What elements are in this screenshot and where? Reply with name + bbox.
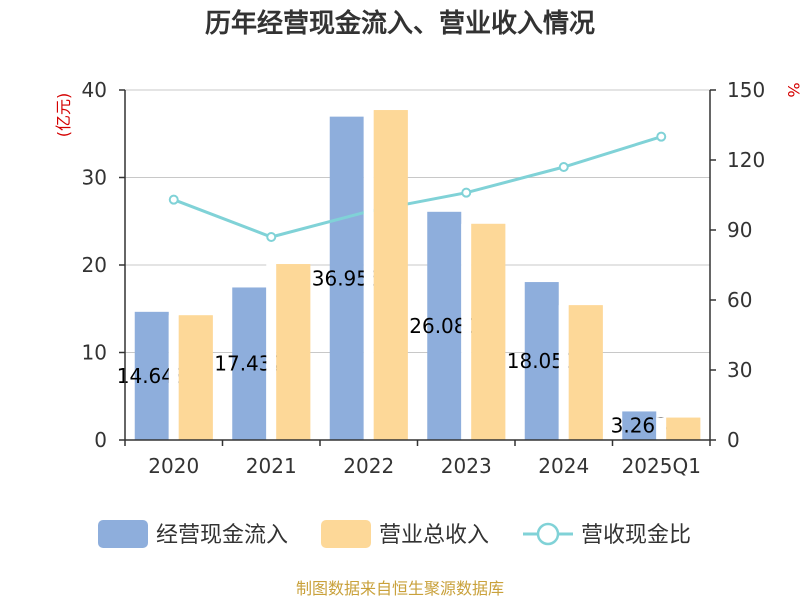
- grid-lines: [125, 89, 710, 353]
- bars: [134, 110, 701, 441]
- right-tick-label: 0: [727, 428, 740, 452]
- bar-gap-mask: [461, 223, 472, 440]
- bar-revenue: [471, 223, 506, 440]
- bar-gap-mask: [266, 264, 277, 440]
- bar-cash-inflow: [427, 211, 462, 440]
- bar-revenue: [178, 315, 213, 440]
- ratio-line: [168, 131, 667, 242]
- bar-cash-inflow: [524, 282, 559, 440]
- legend-label: 营业总收入: [379, 523, 489, 548]
- bar-gap-mask: [363, 110, 374, 440]
- bar-revenue: [568, 305, 603, 440]
- right-tick-label: 60: [727, 288, 752, 312]
- left-tick-label: 20: [82, 253, 107, 277]
- left-tick-label: 30: [82, 166, 107, 190]
- bar-cash-inflow: [232, 287, 267, 440]
- right-tick-label: 90: [727, 218, 752, 242]
- chart-title: 历年经营现金流入、营业收入情况: [205, 8, 595, 39]
- x-tick-label: 2024: [538, 454, 589, 478]
- bar-cash-inflow: [329, 116, 364, 441]
- x-tick-label: 2022: [343, 454, 394, 478]
- bar-gap-mask: [558, 305, 569, 440]
- x-tick-label: 2025Q1: [622, 454, 701, 478]
- axes: 0 10 20 30 40 0 30 60 90 120 150 2020 2021 2022 2023 20…: [82, 78, 766, 478]
- bar-revenue: [666, 417, 701, 440]
- bar-revenue: [373, 110, 408, 440]
- right-tick-label: 150: [727, 78, 765, 102]
- bar-gap-mask: [656, 417, 667, 440]
- left-tick-label: 0: [94, 428, 107, 452]
- legend: 经营现金流入 营业总收入 营收现金比: [98, 520, 691, 548]
- ratio-point: [656, 131, 667, 142]
- left-tick-label: 10: [82, 341, 107, 365]
- legend-label: 营收现金比: [581, 523, 691, 548]
- bar-cash-inflow: [622, 411, 657, 440]
- x-tick-label: 2021: [246, 454, 297, 478]
- bar-cash-inflow: [134, 311, 169, 440]
- source-note: 制图数据来自恒生聚源数据库: [296, 579, 504, 598]
- left-tick-label: 40: [82, 78, 107, 102]
- x-tick-label: 2023: [441, 454, 492, 478]
- legend-swatch: [321, 520, 371, 548]
- ratio-point: [461, 187, 472, 198]
- ratio-line-path: [173, 135, 662, 239]
- x-tick-label: 2020: [148, 454, 199, 478]
- legend-swatch: [98, 520, 148, 548]
- legend-label: 经营现金流入: [156, 523, 288, 548]
- bar-gap-mask: [168, 315, 179, 440]
- right-axis-unit: %: [784, 82, 800, 97]
- ratio-point: [558, 162, 569, 172]
- bar-revenue: [276, 264, 311, 440]
- right-tick-label: 120: [727, 148, 765, 172]
- left-axis-unit: (亿元): [54, 93, 73, 138]
- right-tick-label: 30: [727, 358, 752, 382]
- ratio-point: [168, 194, 179, 205]
- ratio-point: [266, 232, 277, 242]
- legend-marker: [536, 522, 560, 546]
